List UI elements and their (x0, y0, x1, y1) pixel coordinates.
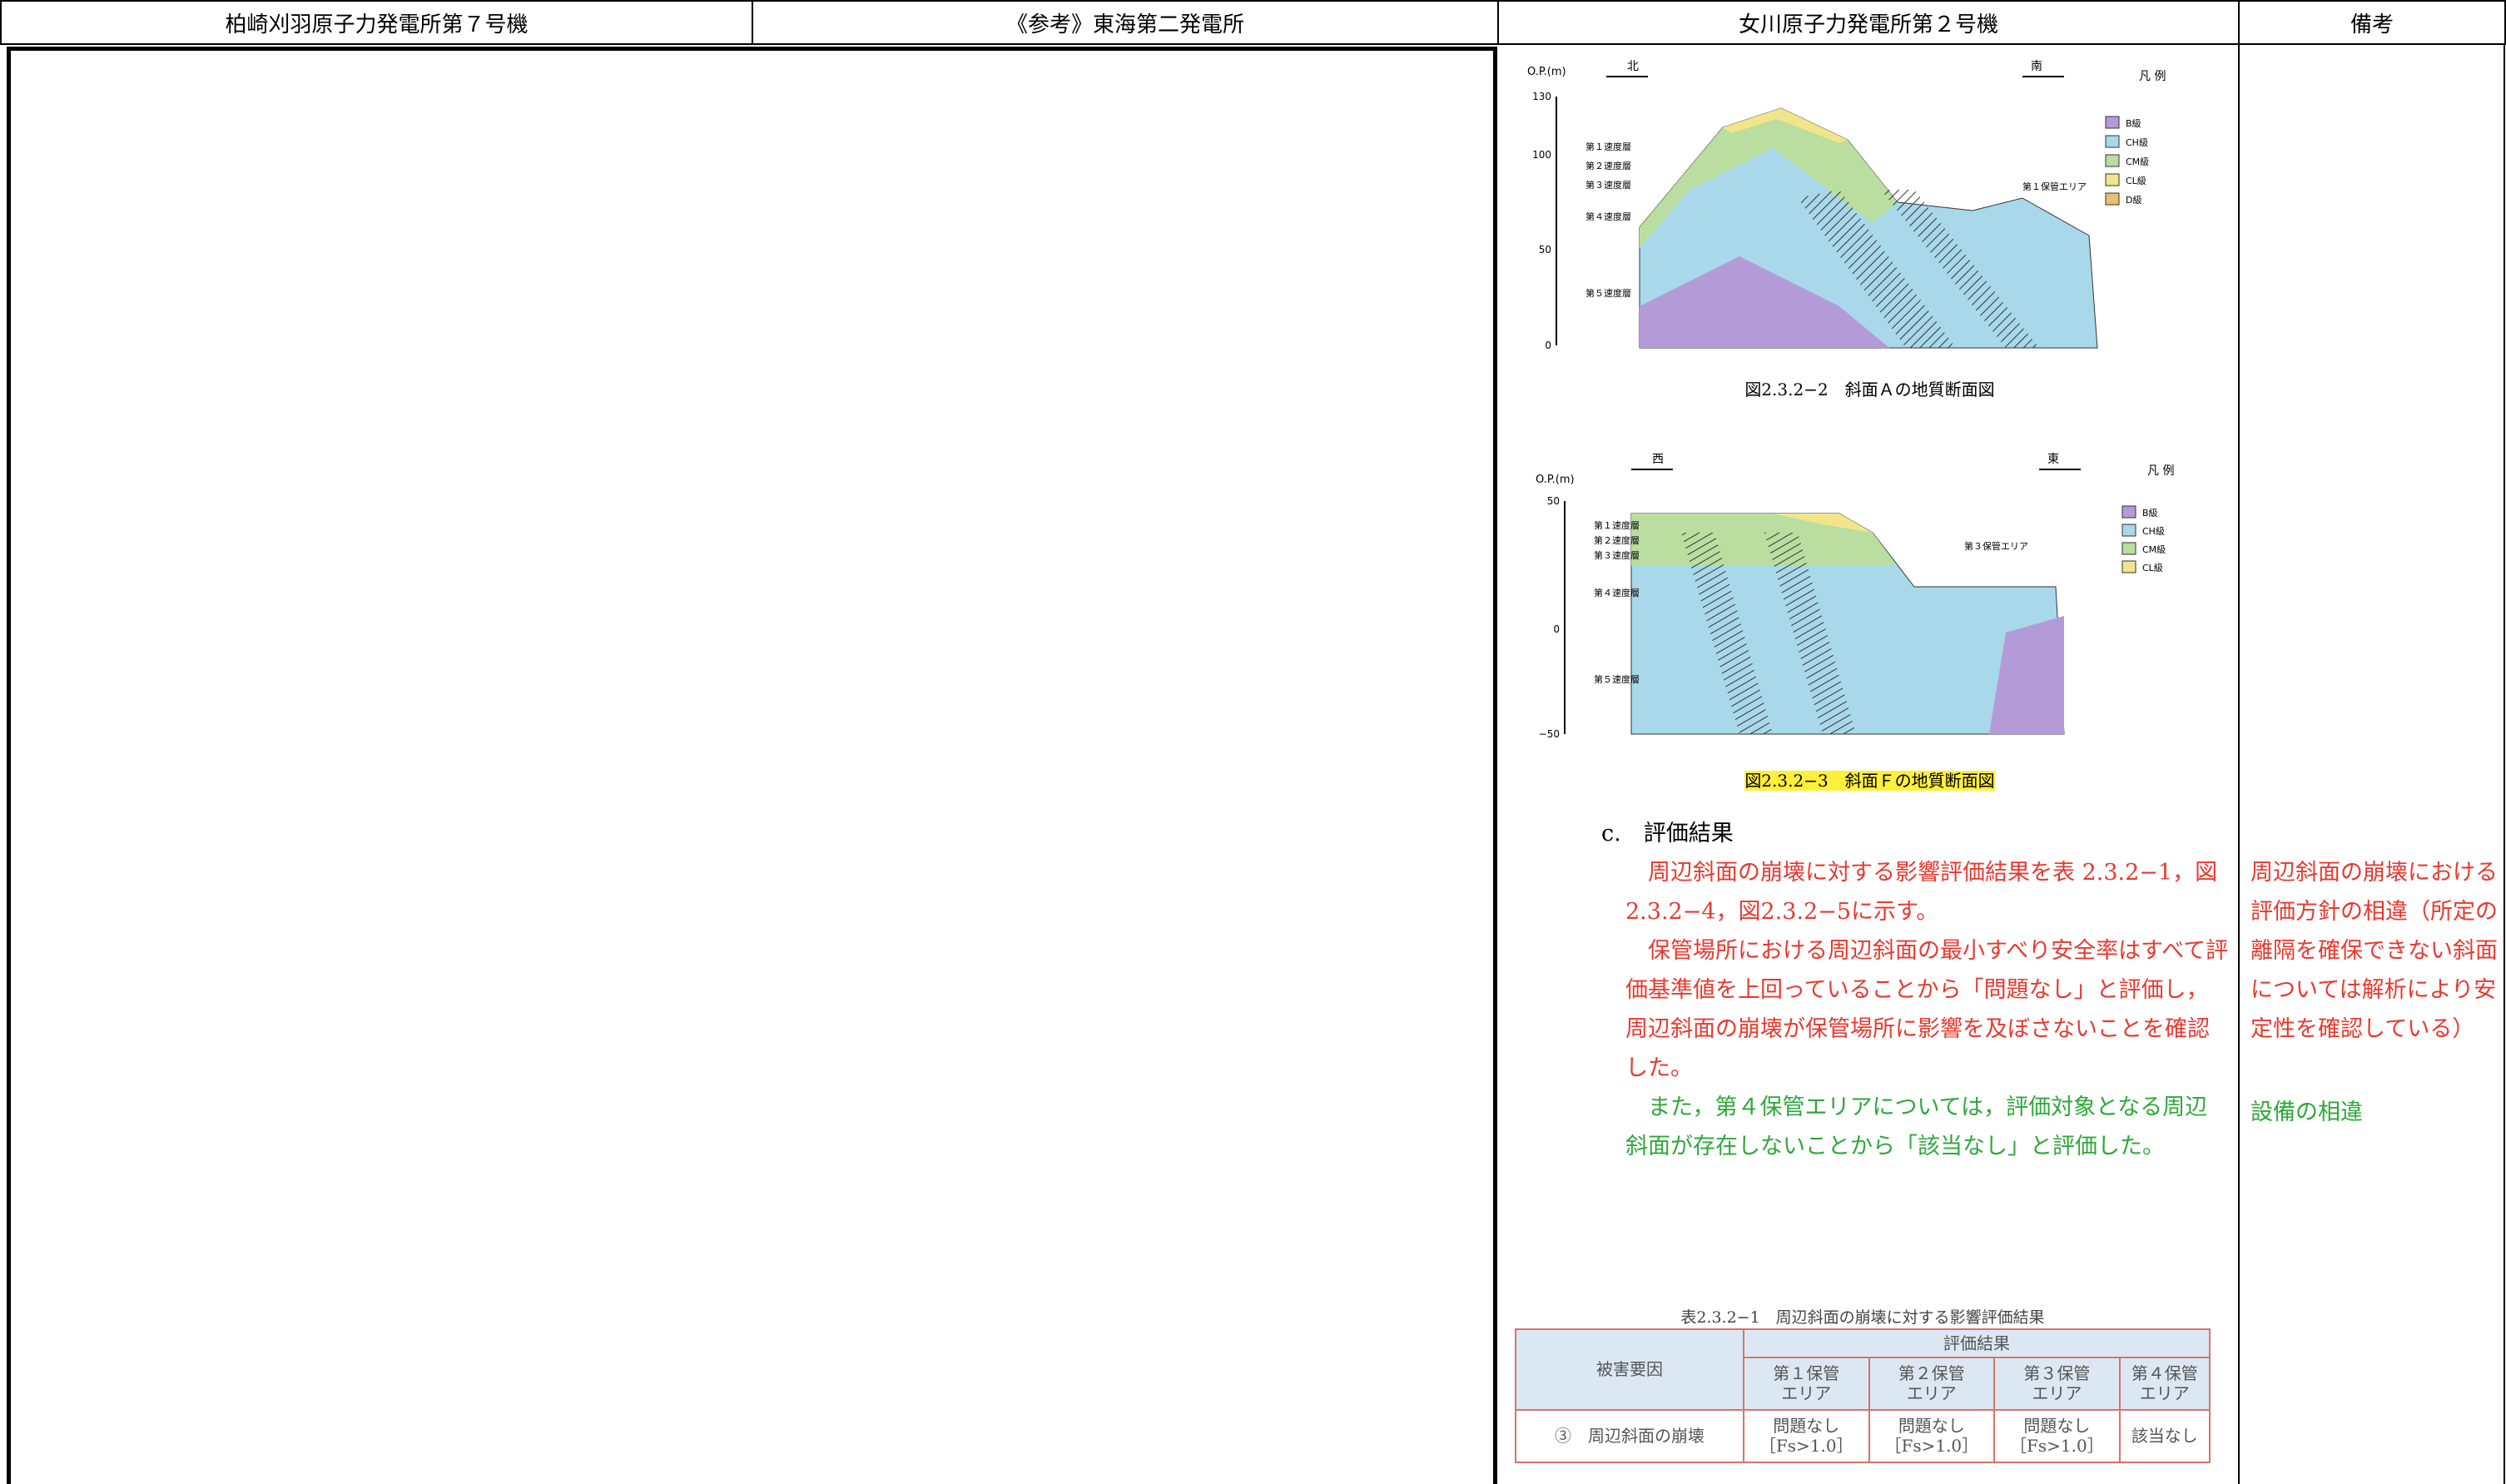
layer-label: 第２速度層 (1594, 534, 1640, 546)
column-divider (2238, 45, 2240, 1484)
table-cell: 問題なし ［Fs>1.0］ (1993, 1408, 2121, 1464)
direction-label: 南 (2031, 60, 2042, 73)
remark: 設備の相違 (2250, 1099, 2363, 1125)
paragraph: 保管場所における周辺斜面の最小すべり安全率はすべて評価基準値を上回っていることか… (1625, 938, 2229, 1081)
legend-title: 凡 例 (2147, 464, 2174, 478)
layer-label: 第１速度層 (1585, 141, 1631, 152)
tick-label: 0 (1553, 623, 1560, 635)
tick-label: 130 (1532, 91, 1551, 102)
area-label: 第３保管エリア (1964, 540, 2028, 552)
table-header: 第２保管 エリア (1868, 1356, 1996, 1411)
figure-section-f: O.P.(m) 50 0 −50 西 東 凡 例 第１速度層 第２速度層 第３速… (1536, 453, 2174, 740)
legend-label: CM級 (2142, 544, 2166, 555)
tick-label: −50 (1539, 728, 1560, 740)
table-cell: 問題なし ［Fs>1.0］ (1743, 1408, 1870, 1464)
figure-caption: 図2.3.2−2 斜面Ａの地質断面図 (1744, 380, 1995, 400)
legend-label: CL級 (2126, 176, 2146, 186)
layer-label: 第５速度層 (1594, 673, 1640, 685)
legend-label: D級 (2126, 195, 2141, 206)
table-header: 第４保管 エリア (2118, 1356, 2211, 1411)
axis-label: O.P.(m) (1527, 66, 1566, 78)
axis-label: O.P.(m) (1536, 474, 1575, 486)
legend-title: 凡 例 (2139, 70, 2166, 83)
figure-section-a: O.P.(m) 130 100 50 0 北 南 凡 例 第１速度層 第２速度層… (1527, 60, 2166, 351)
tick-label: 50 (1547, 495, 1560, 507)
layer-label: 第５速度層 (1585, 287, 1631, 299)
table-cell: ③ 周辺斜面の崩壊 (1515, 1408, 1744, 1464)
figure-caption: 図2.3.2−3 斜面Ｆの地質断面図 (1744, 771, 1995, 791)
left-columns-frame (7, 47, 1497, 1484)
paragraph: 周辺斜面の崩壊に対する影響評価結果を表 2.3.2−1，図2.3.2−4，図2.… (1625, 860, 2218, 925)
layer-label: 第２速度層 (1585, 160, 1631, 171)
table-header: 被害要因 (1515, 1328, 1744, 1411)
remark: 周辺斜面の崩壊における評価方針の相違（所定の離隔を確保できない斜面については解析… (2250, 860, 2498, 1042)
column-divider (2504, 45, 2505, 1484)
layer-label: 第３速度層 (1585, 179, 1631, 191)
legend-label: B級 (2142, 508, 2158, 519)
table-cell: 該当なし (2118, 1408, 2211, 1464)
header-cell: 備考 (2238, 0, 2506, 45)
legend-label: CH級 (2142, 526, 2165, 537)
result-table: 被害要因 評価結果 第１保管 エリア 第２保管 エリア 第３保管 エリア 第４保管 エリ… (1515, 1328, 2211, 1464)
direction-label: 北 (1627, 60, 1639, 73)
tick-label: 0 (1545, 340, 1551, 351)
legend-label: CH級 (2126, 137, 2148, 148)
figure-caption-wrap: 図2.3.2−3 斜面Ｆの地質断面図 (1523, 767, 2216, 792)
layer-label: 第１速度層 (1594, 519, 1640, 531)
paragraph: また，第４保管エリアについては，評価対象となる周辺斜面が存在しないことから「該当… (1625, 1094, 2208, 1159)
table-cell: 問題なし ［Fs>1.0］ (1868, 1408, 1996, 1464)
direction-label: 西 (1652, 453, 1664, 466)
table-header: 評価結果 (1743, 1328, 2211, 1358)
table-header: 第３保管 エリア (1993, 1356, 2121, 1411)
table-caption: 表2.3.2−1 周辺斜面の崩壊に対する影響評価結果 (1680, 1308, 2045, 1327)
legend-label: B級 (2126, 118, 2141, 129)
header-cell: 《参考》東海第二発電所 (752, 0, 1499, 45)
section-heading: c. 評価結果 (1601, 821, 1734, 846)
section-body: 周辺斜面の崩壊に対する影響評価結果を表 2.3.2−1，図2.3.2−4，図2.… (1625, 853, 2229, 1166)
area-label: 第１保管エリア (2022, 181, 2087, 192)
tick-label: 100 (1532, 149, 1551, 161)
legend-label: CM級 (2126, 156, 2149, 167)
layer-label: 第４速度層 (1594, 587, 1640, 598)
tick-label: 50 (1539, 244, 1551, 256)
layer-label: 第４速度層 (1585, 211, 1631, 222)
table-header: 第１保管 エリア (1743, 1356, 1870, 1411)
direction-label: 東 (2047, 453, 2059, 466)
legend-label: CL級 (2142, 563, 2163, 573)
header-cell: 女川原子力発電所第２号機 (1497, 0, 2240, 45)
layer-label: 第３速度層 (1594, 549, 1640, 561)
header-cell: 柏崎刈羽原子力発電所第７号機 (0, 0, 753, 45)
